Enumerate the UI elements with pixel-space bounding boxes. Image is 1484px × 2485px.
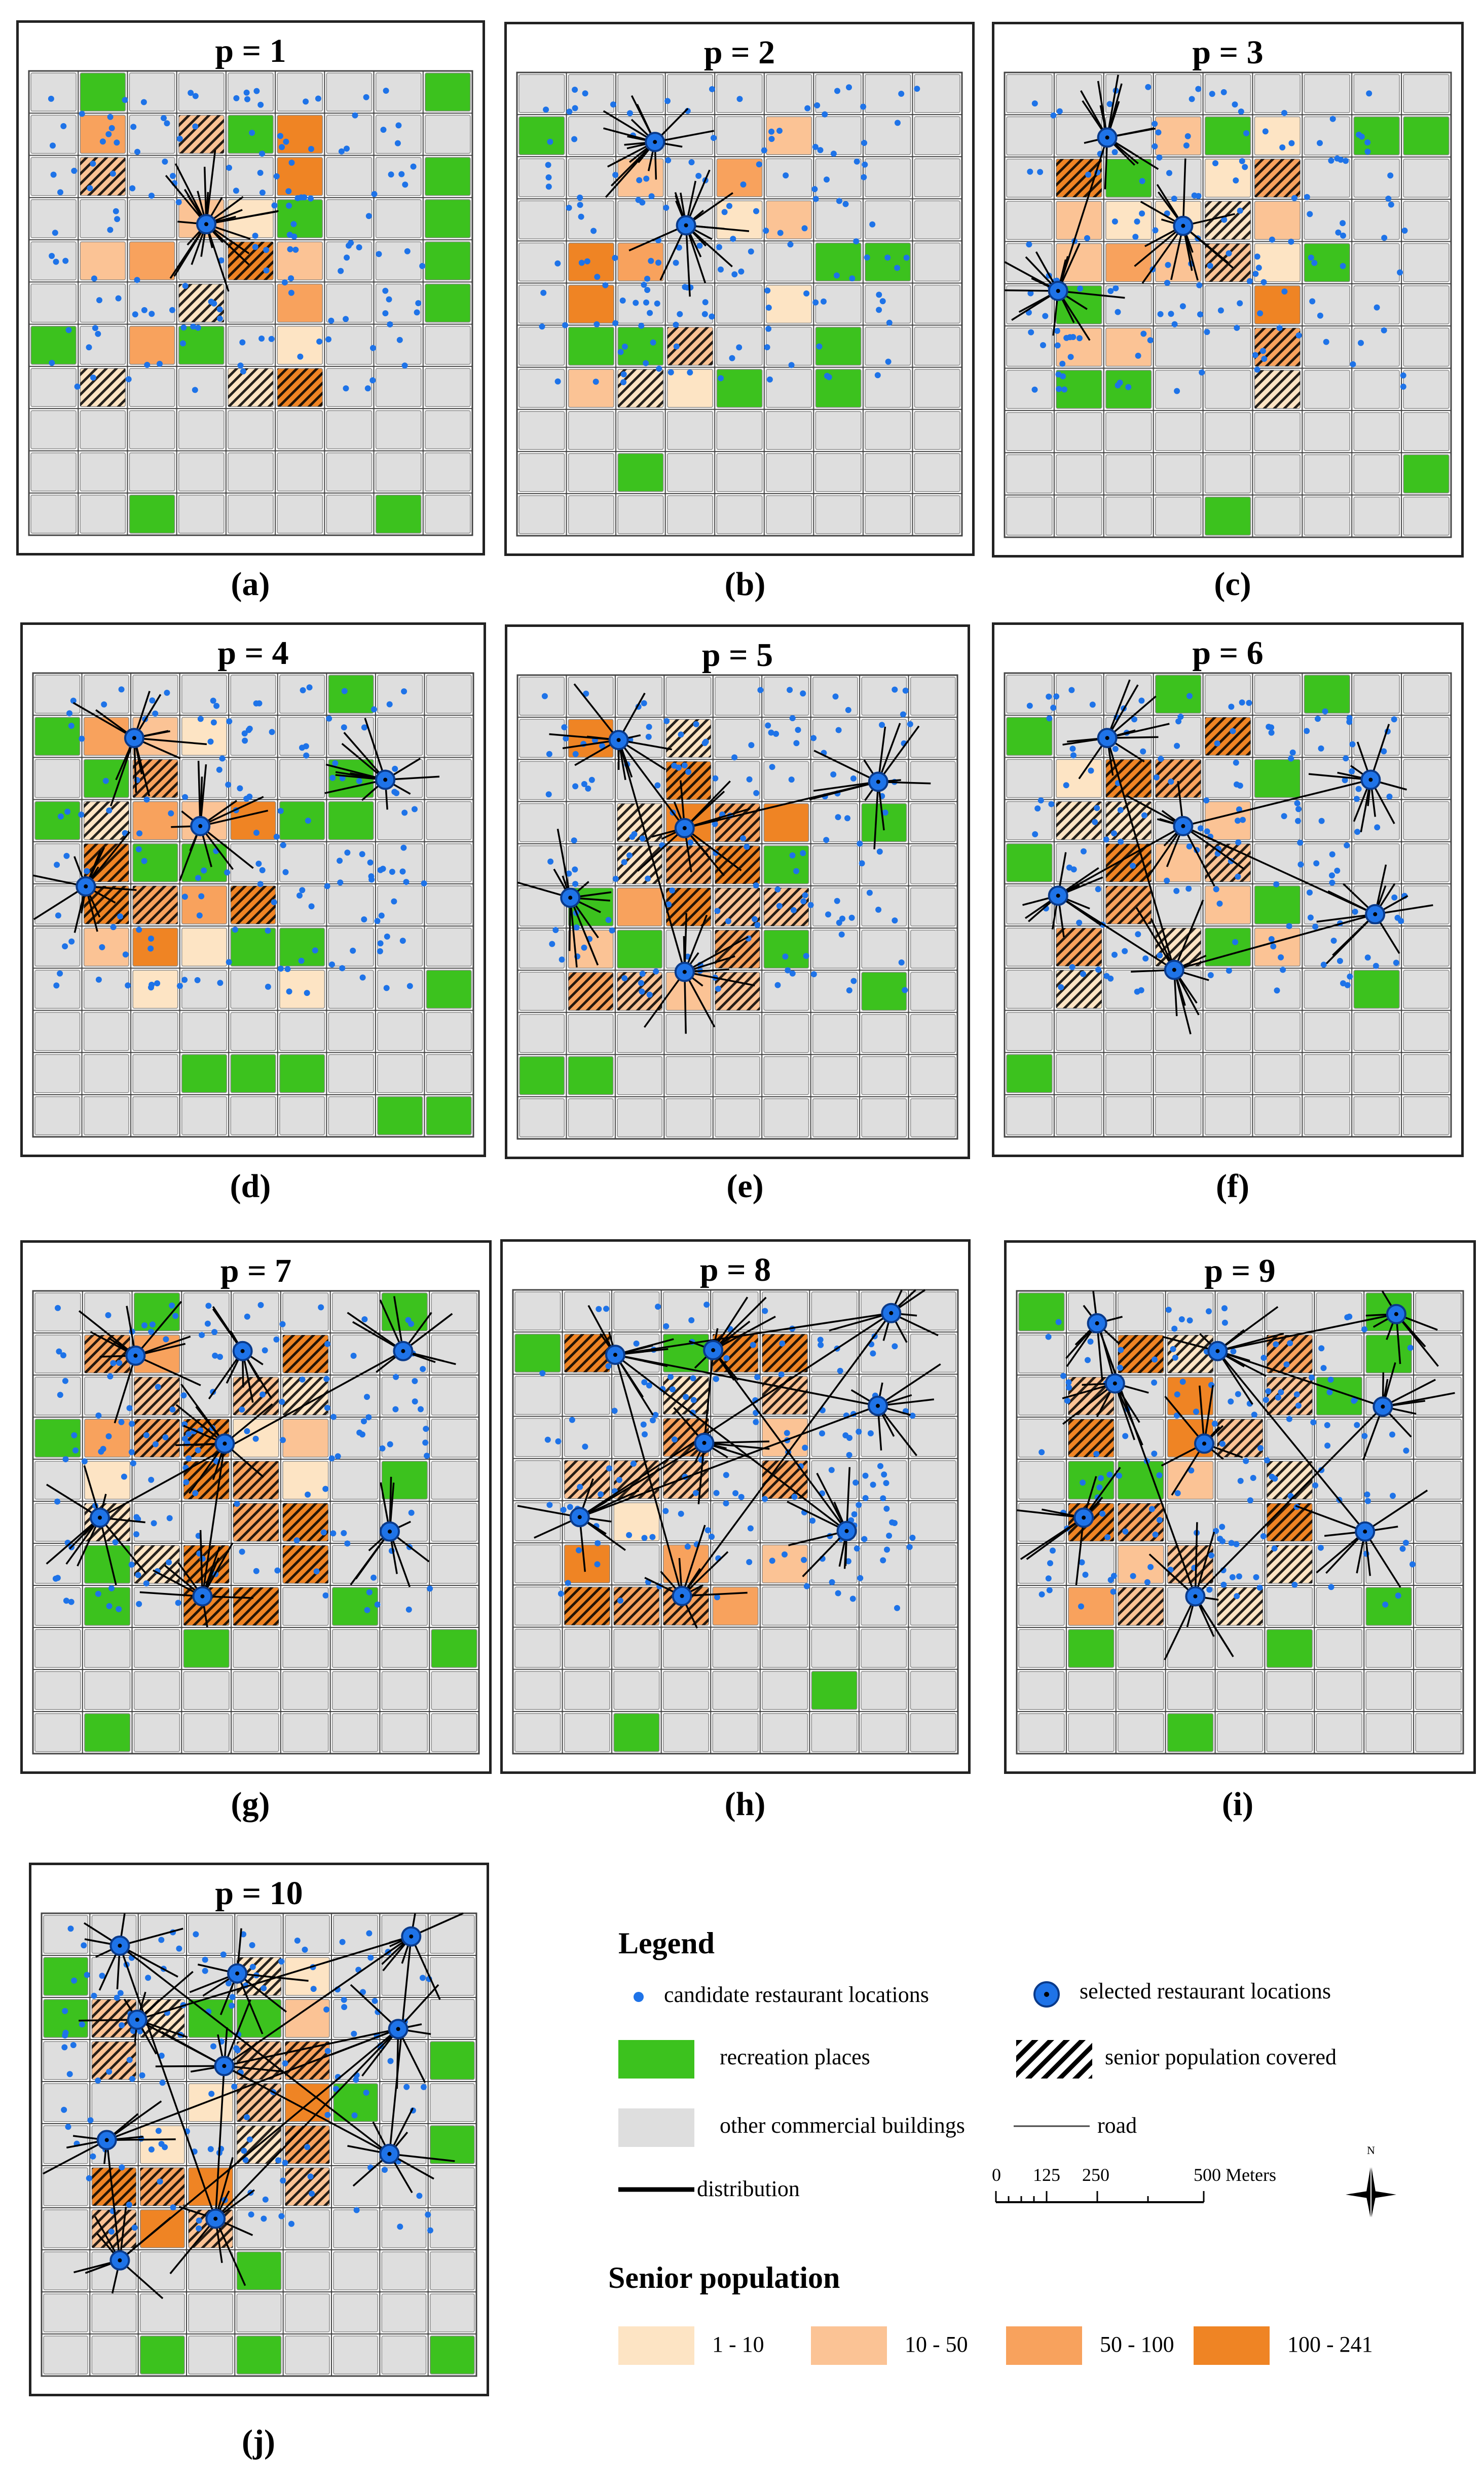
panel-title: p = 1 — [215, 32, 286, 69]
legend-road-label: road — [1097, 2113, 1137, 2138]
map-panel-c: p = 3 — [992, 22, 1464, 558]
recreation-swatch — [618, 2040, 694, 2079]
map-panel-b: p = 2 — [504, 22, 975, 556]
panel-title: p = 8 — [699, 1251, 771, 1288]
map-panel-d: p = 4 — [20, 622, 486, 1157]
map-j — [41, 1912, 477, 2377]
senior-class-label: 100 - 241 — [1287, 2332, 1373, 2357]
senior-class-swatch — [1006, 2326, 1082, 2365]
commercial-swatch — [618, 2108, 694, 2147]
panel-title: p = 2 — [703, 34, 775, 71]
senior-class-swatch — [1194, 2326, 1270, 2365]
map-panel-f: p = 6 — [992, 622, 1464, 1157]
map-c — [1004, 71, 1452, 538]
panel-caption: (d) — [230, 1168, 271, 1205]
map-g — [32, 1290, 480, 1755]
legend-commercial-label: other commercial buildings — [720, 2113, 965, 2138]
scale-tick-250: 250 — [1082, 2165, 1109, 2185]
map-panel-e: p = 5 — [505, 624, 970, 1159]
panel-caption: (h) — [724, 1786, 766, 1823]
senior-population-title: Senior population — [608, 2261, 840, 2294]
map-panel-j: p = 10 — [29, 1863, 489, 2396]
north-label: N — [1367, 2144, 1375, 2157]
panel-title: p = 7 — [220, 1252, 292, 1289]
legend-title: Legend — [618, 1926, 715, 1960]
senior-class-label: 10 - 50 — [905, 2332, 968, 2357]
panel-title: p = 6 — [1192, 635, 1264, 672]
map-d — [32, 672, 474, 1138]
scale-tick-500: 500 Meters — [1194, 2165, 1276, 2185]
panel-caption: (i) — [1221, 1786, 1254, 1823]
map-b — [516, 71, 963, 537]
senior-class-label: 1 - 10 — [712, 2332, 764, 2357]
panel-caption: (f) — [1216, 1168, 1249, 1205]
panel-caption: (c) — [1214, 566, 1251, 603]
panel-caption: (g) — [231, 1786, 270, 1823]
panel-title: p = 3 — [1192, 34, 1264, 71]
senior-class-swatch — [811, 2326, 887, 2365]
map-panel-h: p = 8 — [500, 1239, 971, 1774]
map-f — [1004, 672, 1452, 1138]
map-e — [516, 674, 958, 1140]
legend-covered-label: senior population covered — [1105, 2045, 1337, 2069]
distribution-line-icon — [618, 2187, 694, 2192]
map-panel-a: p = 1 — [16, 20, 485, 555]
map-legend: Legend candidate restaurant locations se… — [608, 1906, 1444, 2428]
panel-caption: (b) — [724, 566, 766, 603]
panel-title: p = 9 — [1204, 1252, 1276, 1289]
map-a — [28, 70, 473, 536]
scale-bar — [995, 2191, 1205, 2203]
scale-tick-0: 0 — [992, 2165, 1001, 2185]
map-panel-g: p = 7 — [20, 1240, 492, 1774]
panel-title: p = 5 — [701, 637, 773, 674]
map-i — [1016, 1290, 1464, 1755]
legend-candidate-label: candidate restaurant locations — [664, 1982, 929, 2007]
north-arrow-icon — [1346, 2164, 1396, 2220]
candidate-location-icon — [634, 1992, 644, 2002]
covered-hatch-icon — [1016, 2040, 1092, 2079]
panel-title: p = 10 — [215, 1875, 303, 1912]
senior-class-label: 50 - 100 — [1100, 2332, 1174, 2357]
road-line-icon — [1014, 2125, 1090, 2127]
legend-distribution-label: distribution — [697, 2176, 800, 2201]
panel-title: p = 4 — [217, 635, 289, 672]
panel-caption: (a) — [231, 566, 270, 603]
panel-caption: (j) — [242, 2423, 275, 2460]
legend-selected-label: selected restaurant locations — [1080, 1979, 1331, 2004]
map-h — [512, 1289, 959, 1755]
scale-tick-125: 125 — [1033, 2165, 1060, 2185]
selected-location-icon — [1033, 1981, 1060, 2008]
panel-caption: (e) — [726, 1168, 764, 1205]
senior-class-swatch — [618, 2326, 694, 2365]
legend-recreation-label: recreation places — [720, 2045, 870, 2069]
map-panel-i: p = 9 — [1004, 1240, 1476, 1774]
